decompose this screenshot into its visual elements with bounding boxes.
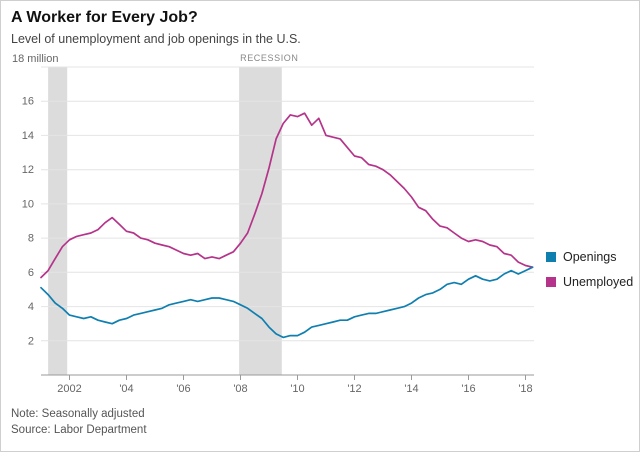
legend-item-unemployed: Unemployed bbox=[546, 275, 633, 289]
recession-band bbox=[48, 67, 68, 375]
chart-source: Source: Labor Department bbox=[11, 424, 147, 436]
y-axis-unit-label: 18 million bbox=[12, 53, 58, 65]
y-axis-label: 16 bbox=[22, 96, 34, 108]
y-axis-label: 8 bbox=[28, 233, 34, 245]
x-axis-label: 2002 bbox=[57, 383, 81, 395]
chart-title: A Worker for Every Job? bbox=[11, 9, 198, 26]
y-axis-label: 14 bbox=[22, 130, 34, 142]
legend-item-openings: Openings bbox=[546, 250, 633, 264]
x-axis-label: '14 bbox=[404, 383, 418, 395]
x-axis-label: '06 bbox=[176, 383, 190, 395]
recession-label: RECESSION bbox=[240, 53, 298, 63]
chart-note: Note: Seasonally adjusted bbox=[11, 408, 145, 420]
y-axis-label: 2 bbox=[28, 335, 34, 347]
series-line-unemployed bbox=[40, 112, 534, 279]
y-axis-label: 12 bbox=[22, 164, 34, 176]
series-line-openings bbox=[40, 266, 534, 339]
x-axis-label: '10 bbox=[290, 383, 304, 395]
legend-label-openings: Openings bbox=[563, 250, 617, 264]
recession-band bbox=[239, 67, 282, 375]
chart-legend: Openings Unemployed bbox=[546, 250, 633, 289]
openings-swatch-icon bbox=[546, 252, 556, 262]
x-axis-label: '16 bbox=[461, 383, 475, 395]
x-axis-label: '12 bbox=[347, 383, 361, 395]
y-axis-label: 10 bbox=[22, 198, 34, 210]
y-axis-label: 4 bbox=[28, 301, 34, 313]
x-axis-label: '18 bbox=[518, 383, 532, 395]
line-chart: RECESSION 2 4 6 8 10 12 14 16 18 million 2002 '04 '0… bbox=[12, 53, 534, 395]
chart-subtitle: Level of unemployment and job openings i… bbox=[11, 32, 301, 46]
unemployed-swatch-icon bbox=[546, 277, 556, 287]
y-axis-label: 6 bbox=[28, 267, 34, 279]
x-axis-label: '08 bbox=[233, 383, 247, 395]
x-axis-label: '04 bbox=[119, 383, 133, 395]
chart-area: RECESSION 2 4 6 8 10 12 14 16 18 million 2002 '04 '0… bbox=[11, 50, 639, 400]
legend-label-unemployed: Unemployed bbox=[563, 275, 634, 289]
